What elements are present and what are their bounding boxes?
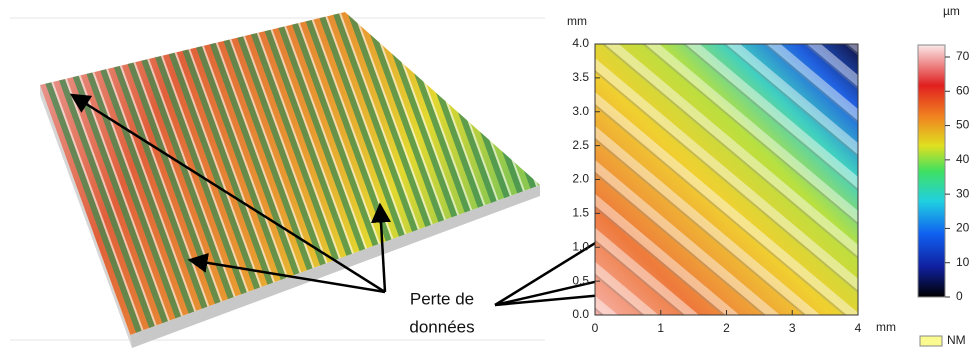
- colorbar-tick-label: 10: [956, 255, 970, 269]
- nm-swatch: [919, 335, 943, 347]
- y-tick-label: 0.5: [572, 273, 589, 287]
- colorbar-tick-label: 0: [956, 289, 963, 303]
- nm-label: NM: [947, 333, 966, 347]
- height-map: [594, 43, 859, 316]
- colorbar-tick-label: 60: [956, 83, 970, 97]
- y-tick-label: 4.0: [572, 36, 589, 50]
- colorbar-tick-label: 50: [956, 118, 970, 132]
- y-tick-label: 2.5: [572, 138, 589, 152]
- x-tick-label: 1: [657, 321, 664, 335]
- annotation: données: [409, 317, 474, 336]
- colorbar-tick-label: 40: [956, 152, 970, 166]
- colorbar: [917, 44, 946, 298]
- annotation: Perte de: [410, 289, 474, 308]
- y-tick-label: 1.5: [572, 206, 589, 220]
- colorbar-tick-label: 30: [956, 186, 970, 200]
- y-unit: mm: [567, 14, 587, 28]
- y-tick-label: 3.0: [572, 104, 589, 118]
- x-tick-label: 4: [855, 321, 862, 335]
- surface-3d: [40, 12, 540, 348]
- x-tick-label: 3: [789, 321, 796, 335]
- colorbar-unit: µm: [943, 4, 960, 18]
- x-unit: mm: [876, 320, 896, 334]
- y-tick-label: 0.0: [572, 307, 589, 321]
- x-tick-label: 2: [723, 321, 730, 335]
- colorbar-tick-label: 70: [956, 49, 970, 63]
- y-tick-label: 3.5: [572, 70, 589, 84]
- colorbar-tick-label: 20: [956, 221, 970, 235]
- x-tick-label: 0: [592, 321, 599, 335]
- y-tick-label: 2.0: [572, 172, 589, 186]
- y-tick-label: 1.0: [572, 239, 589, 253]
